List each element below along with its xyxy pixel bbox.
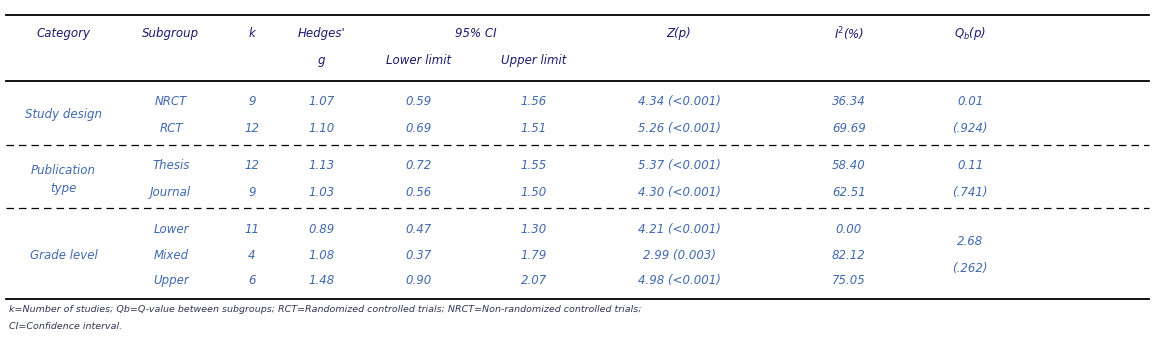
Text: 6: 6 xyxy=(248,274,255,287)
Text: 1.10: 1.10 xyxy=(308,122,334,135)
Text: Grade level: Grade level xyxy=(30,249,97,262)
Text: 69.69: 69.69 xyxy=(832,122,866,135)
Text: 4.21 (<0.001): 4.21 (<0.001) xyxy=(638,223,721,236)
Text: CI=Confidence interval.: CI=Confidence interval. xyxy=(9,322,122,331)
Text: (.741): (.741) xyxy=(953,186,988,199)
Text: 0.00: 0.00 xyxy=(836,223,862,236)
Text: 0.47: 0.47 xyxy=(405,223,431,236)
Text: RCT: RCT xyxy=(159,122,182,135)
Text: 75.05: 75.05 xyxy=(832,274,866,287)
Text: 1.55: 1.55 xyxy=(521,159,546,172)
Text: Lower: Lower xyxy=(154,223,188,236)
Text: 1.50: 1.50 xyxy=(521,186,546,199)
Text: 1.56: 1.56 xyxy=(521,95,546,108)
Text: 4.30 (<0.001): 4.30 (<0.001) xyxy=(638,186,721,199)
Text: 95% CI: 95% CI xyxy=(455,27,497,40)
Text: 1.08: 1.08 xyxy=(308,249,334,262)
Text: Upper: Upper xyxy=(154,274,188,287)
Text: 4.34 (<0.001): 4.34 (<0.001) xyxy=(638,95,721,108)
Text: 0.11: 0.11 xyxy=(957,159,983,172)
Text: 2.99 (0.003): 2.99 (0.003) xyxy=(642,249,716,262)
Text: 4.98 (<0.001): 4.98 (<0.001) xyxy=(638,274,721,287)
Text: 0.72: 0.72 xyxy=(405,159,431,172)
Text: 12: 12 xyxy=(245,159,259,172)
Text: 5.26 (<0.001): 5.26 (<0.001) xyxy=(638,122,721,135)
Text: Category: Category xyxy=(37,27,90,40)
Text: k: k xyxy=(248,27,255,40)
Text: 0.56: 0.56 xyxy=(405,186,431,199)
Text: 0.90: 0.90 xyxy=(405,274,431,287)
Text: 4: 4 xyxy=(248,249,255,262)
Text: 58.40: 58.40 xyxy=(832,159,866,172)
Text: 9: 9 xyxy=(248,95,255,108)
Text: I$^2$(%): I$^2$(%) xyxy=(834,25,864,43)
Text: Thesis: Thesis xyxy=(152,159,189,172)
Text: 1.13: 1.13 xyxy=(308,159,334,172)
Text: Upper limit: Upper limit xyxy=(501,54,566,67)
Text: k=Number of studies; Qb=Q-value between subgroups; RCT=Randomized controlled tri: k=Number of studies; Qb=Q-value between … xyxy=(9,305,642,314)
Text: 1.07: 1.07 xyxy=(308,95,334,108)
Text: 1.30: 1.30 xyxy=(521,223,546,236)
Text: 0.69: 0.69 xyxy=(405,122,431,135)
Text: Study design: Study design xyxy=(25,108,102,121)
Text: Subgroup: Subgroup xyxy=(142,27,200,40)
Text: 12: 12 xyxy=(245,122,259,135)
Text: 1.48: 1.48 xyxy=(308,274,334,287)
Text: 11: 11 xyxy=(245,223,259,236)
Text: 0.89: 0.89 xyxy=(308,223,334,236)
Text: Hedges': Hedges' xyxy=(297,27,345,40)
Text: 0.01: 0.01 xyxy=(957,95,983,108)
Text: Publication
type: Publication type xyxy=(31,164,96,195)
Text: 2.07: 2.07 xyxy=(521,274,546,287)
Text: 5.37 (<0.001): 5.37 (<0.001) xyxy=(638,159,721,172)
Text: 0.59: 0.59 xyxy=(405,95,431,108)
Text: 2.68: 2.68 xyxy=(957,235,983,248)
Text: 9: 9 xyxy=(248,186,255,199)
Text: 1.03: 1.03 xyxy=(308,186,334,199)
Text: 82.12: 82.12 xyxy=(832,249,866,262)
Text: 1.79: 1.79 xyxy=(521,249,546,262)
Text: NRCT: NRCT xyxy=(155,95,187,108)
Text: g: g xyxy=(318,54,325,67)
Text: 0.37: 0.37 xyxy=(405,249,431,262)
Text: (.262): (.262) xyxy=(953,262,988,275)
Text: Lower limit: Lower limit xyxy=(386,54,450,67)
Text: (.924): (.924) xyxy=(953,122,988,135)
Text: 36.34: 36.34 xyxy=(832,95,866,108)
Text: 62.51: 62.51 xyxy=(832,186,866,199)
Text: Mixed: Mixed xyxy=(154,249,188,262)
Text: Q$_b$(p): Q$_b$(p) xyxy=(954,25,986,42)
Text: 1.51: 1.51 xyxy=(521,122,546,135)
Text: Journal: Journal xyxy=(150,186,192,199)
Text: Z(p): Z(p) xyxy=(666,27,692,40)
